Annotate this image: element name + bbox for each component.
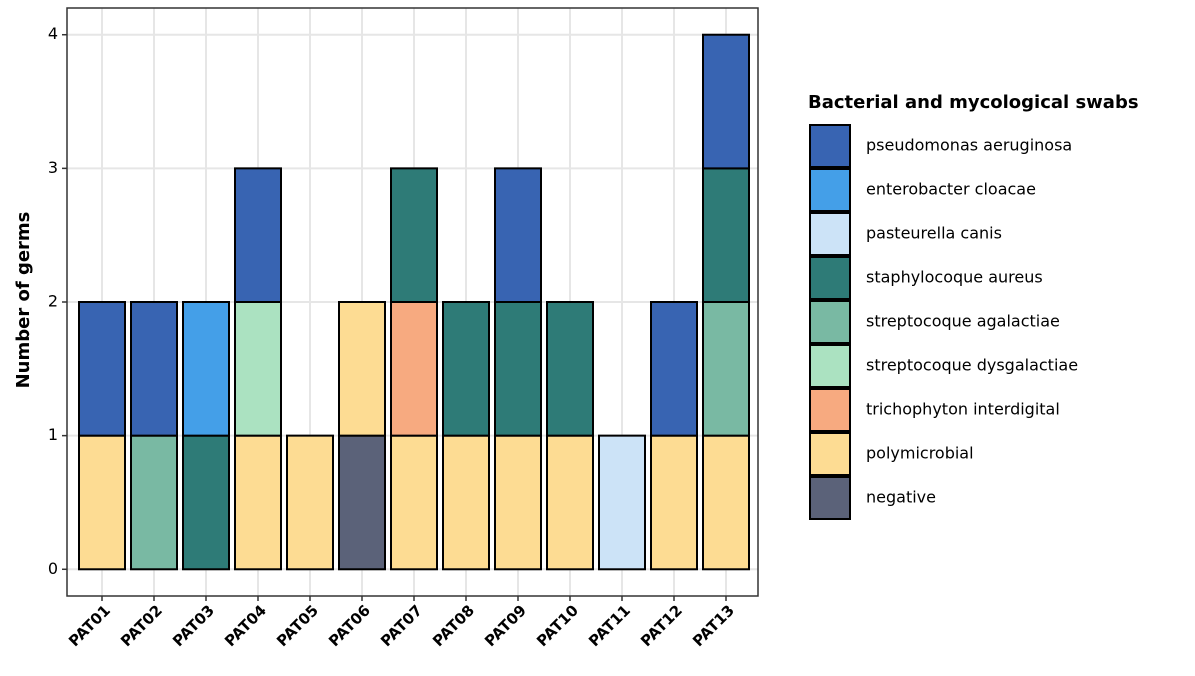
bar-segment	[182, 434, 230, 571]
bar-segment	[494, 434, 542, 571]
y-axis-title: Number of germs	[13, 212, 34, 389]
bar-segment	[390, 167, 438, 303]
bar-segment	[702, 33, 750, 170]
bar-segment	[702, 434, 750, 571]
bar-segment	[442, 301, 490, 437]
y-tick-label: 0	[48, 559, 58, 578]
bar-segment	[650, 434, 698, 571]
bar-segment	[130, 301, 178, 437]
legend-key	[809, 344, 851, 388]
legend-label: negative	[866, 488, 936, 507]
legend-label: streptocoque dysgalactiae	[866, 356, 1078, 375]
legend-key	[809, 388, 851, 432]
bar-segment	[494, 167, 542, 303]
x-tick-label: PAT05	[273, 601, 322, 650]
bar-segment	[338, 434, 386, 571]
y-tick-label: 3	[48, 158, 58, 177]
legend-label: pasteurella canis	[866, 224, 1002, 243]
x-tick-label: PAT13	[689, 601, 738, 650]
x-tick-label: PAT02	[117, 601, 166, 650]
bar-segment	[130, 434, 178, 571]
legend-key	[809, 212, 851, 256]
bar-segment	[442, 434, 490, 571]
legend-key	[809, 300, 851, 344]
y-tick-label: 1	[48, 425, 58, 444]
bar-segment	[182, 301, 230, 437]
x-tick-label: PAT04	[221, 601, 270, 650]
bar-segment	[78, 434, 126, 571]
legend-key	[809, 432, 851, 476]
x-tick-label: PAT10	[533, 601, 582, 650]
legend-label: staphylocoque aureus	[866, 268, 1043, 287]
x-tick-label: PAT08	[429, 601, 478, 650]
bar-segment	[494, 301, 542, 437]
legend-key	[809, 476, 851, 520]
y-tick-label: 2	[48, 292, 58, 311]
bar-segment	[234, 167, 282, 303]
bar-segment	[78, 301, 126, 437]
bar-segment	[390, 434, 438, 571]
plot-border	[66, 7, 759, 597]
legend-key	[809, 168, 851, 212]
x-tick-label: PAT07	[377, 601, 426, 650]
bar-segment	[702, 167, 750, 303]
legend-label: streptocoque agalactiae	[866, 312, 1060, 331]
bar-segment	[286, 434, 334, 571]
legend-title: Bacterial and mycological swabs	[808, 92, 1139, 113]
legend-label: polymicrobial	[866, 444, 974, 463]
x-tick-label: PAT03	[169, 601, 218, 650]
x-tick-label: PAT01	[65, 601, 114, 650]
bar-segment	[234, 434, 282, 571]
bar-segment	[598, 434, 646, 571]
bar-segment	[546, 434, 594, 571]
x-tick-label: PAT09	[481, 601, 530, 650]
bar-segment	[702, 301, 750, 437]
x-tick-label: PAT06	[325, 601, 374, 650]
x-tick-label: PAT11	[585, 601, 634, 650]
bar-segment	[650, 301, 698, 437]
legend-key	[809, 124, 851, 168]
bar-segment	[234, 301, 282, 437]
bar-segment	[546, 301, 594, 437]
legend-label: trichophyton interdigital	[866, 400, 1060, 419]
legend-key	[809, 256, 851, 300]
x-tick-label: PAT12	[637, 601, 686, 650]
bar-segment	[390, 301, 438, 437]
legend-label: pseudomonas aeruginosa	[866, 136, 1072, 155]
bar-segment	[338, 301, 386, 437]
legend-label: enterobacter cloacae	[866, 180, 1036, 199]
y-tick-label: 4	[48, 24, 58, 43]
